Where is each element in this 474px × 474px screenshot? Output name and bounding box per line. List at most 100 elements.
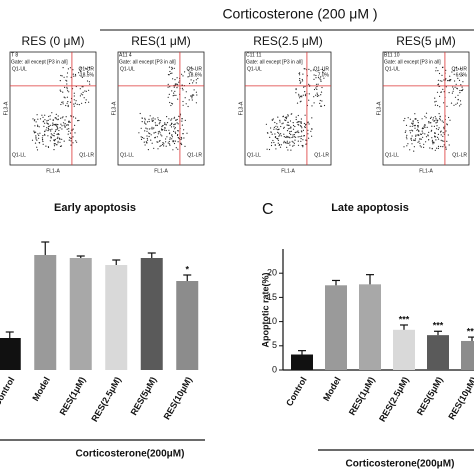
event-dot xyxy=(34,125,36,127)
event-dot xyxy=(53,143,56,145)
event-dot xyxy=(278,144,280,146)
event-dot xyxy=(168,129,170,131)
y-axis-label: FL3-A xyxy=(111,101,117,115)
event-dot xyxy=(145,141,147,143)
event-dot xyxy=(283,133,285,135)
panel-label: RES(2.5 μM) xyxy=(253,34,323,48)
event-dot xyxy=(155,124,157,126)
event-dot xyxy=(286,142,288,144)
event-dot xyxy=(45,145,47,147)
event-dot xyxy=(313,96,315,98)
event-dot xyxy=(455,67,457,69)
event-dot xyxy=(456,88,458,90)
event-dot xyxy=(169,132,171,134)
event-dot xyxy=(302,94,304,96)
event-dot xyxy=(299,78,301,80)
event-dot xyxy=(265,123,267,125)
event-dot xyxy=(150,128,152,130)
event-dot xyxy=(446,105,448,107)
event-dot xyxy=(294,139,296,141)
event-dot xyxy=(83,97,85,99)
event-dot xyxy=(460,84,462,86)
event-dot xyxy=(169,138,171,140)
event-dot xyxy=(191,99,193,101)
event-dot xyxy=(67,68,69,70)
event-dot xyxy=(411,129,413,131)
event-dot xyxy=(177,141,179,143)
event-dot xyxy=(445,69,447,71)
event-dot xyxy=(279,119,281,121)
event-dot xyxy=(164,129,166,131)
event-dot xyxy=(68,130,70,132)
event-dot xyxy=(270,131,272,133)
event-dot xyxy=(59,127,61,129)
event-dot xyxy=(459,92,461,94)
y-tick-label: 10 xyxy=(267,316,277,326)
gate-text: Gate: all except [P3 in all] xyxy=(384,59,441,65)
event-dot xyxy=(148,135,150,138)
y-tick-label: 15 xyxy=(267,292,277,302)
event-dot xyxy=(425,112,428,114)
event-dot xyxy=(178,81,180,83)
event-dot xyxy=(152,119,154,121)
event-dot xyxy=(140,138,143,140)
event-dot xyxy=(431,148,433,150)
event-dot xyxy=(168,143,171,145)
event-dot xyxy=(180,138,182,141)
event-dot xyxy=(439,80,441,82)
x-axis-label: FL1-A xyxy=(419,168,433,174)
event-dot xyxy=(62,116,64,118)
event-dot xyxy=(435,70,437,72)
event-dot xyxy=(409,132,412,134)
event-dot xyxy=(190,79,192,81)
event-dot xyxy=(59,141,61,143)
event-dot xyxy=(460,68,462,70)
event-dot xyxy=(168,140,170,143)
event-dot xyxy=(53,132,55,134)
event-dot xyxy=(53,134,55,137)
event-dot xyxy=(33,132,36,134)
event-dot xyxy=(182,75,184,77)
event-dot xyxy=(144,130,146,132)
event-dot xyxy=(417,134,419,136)
sample-id: B11 10 xyxy=(384,52,400,58)
event-dot xyxy=(288,124,290,126)
event-dot xyxy=(63,76,65,78)
event-dot xyxy=(64,119,66,121)
event-dot xyxy=(292,134,294,136)
event-dot xyxy=(300,125,302,128)
event-dot xyxy=(411,125,413,127)
y-tick-label: 0 xyxy=(272,364,277,374)
event-dot xyxy=(279,146,282,148)
event-dot xyxy=(177,148,179,150)
quadrant-lr: Q1-LR xyxy=(452,152,467,158)
event-dot xyxy=(299,82,301,84)
event-dot xyxy=(72,73,74,75)
event-dot xyxy=(315,77,317,79)
event-dot xyxy=(49,140,51,142)
event-dot xyxy=(434,97,436,99)
event-dot xyxy=(316,88,318,90)
event-dot xyxy=(86,80,89,82)
quadrant-ll: Q1-LL xyxy=(247,152,261,158)
x-tick-label: Control xyxy=(0,375,17,408)
event-dot xyxy=(183,137,185,139)
panel-letter: C xyxy=(262,201,274,218)
event-dot xyxy=(457,77,459,79)
event-dot xyxy=(173,126,175,128)
event-dot xyxy=(143,137,145,139)
event-dot xyxy=(321,86,323,89)
event-dot xyxy=(170,126,173,128)
event-dot xyxy=(442,121,444,123)
event-dot xyxy=(66,80,68,82)
event-dot xyxy=(84,90,86,92)
event-dot xyxy=(176,122,178,124)
event-dot xyxy=(437,138,440,140)
event-dot xyxy=(138,132,140,134)
event-dot xyxy=(436,147,438,149)
event-dot xyxy=(50,133,52,135)
event-dot xyxy=(44,114,46,116)
event-dot xyxy=(56,123,58,125)
event-dot xyxy=(424,133,426,135)
event-dot xyxy=(316,92,318,94)
